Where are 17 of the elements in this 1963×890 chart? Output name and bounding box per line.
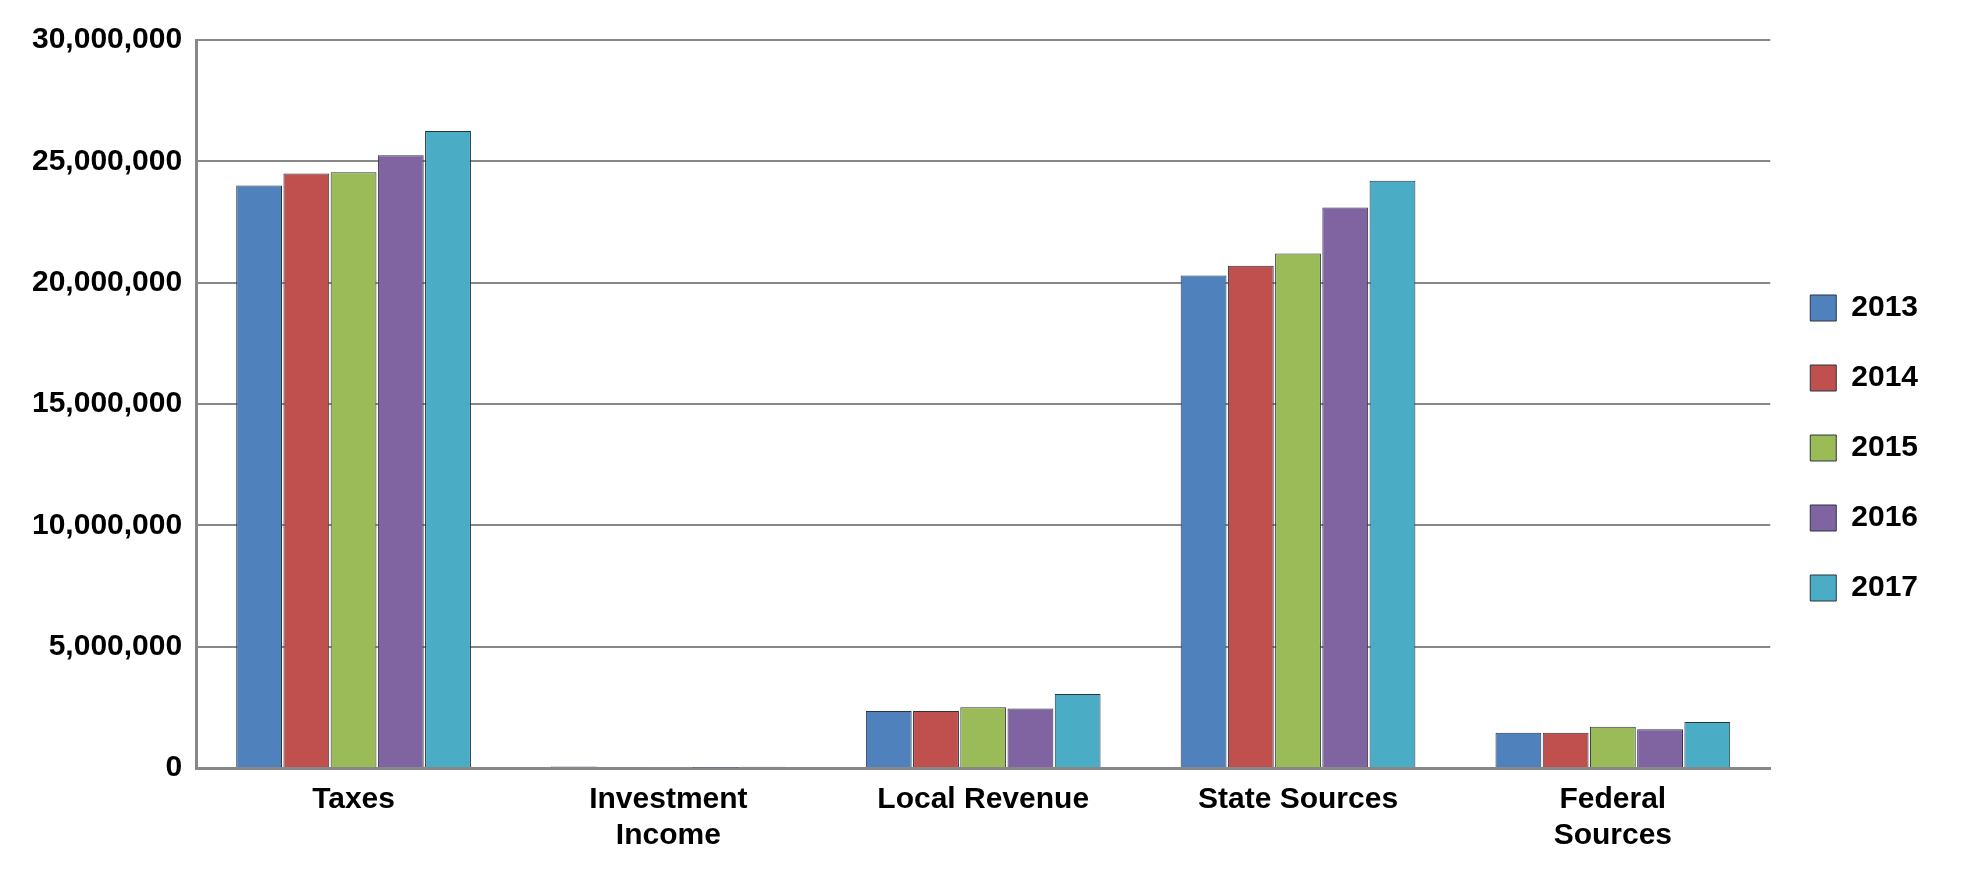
y-tick-label: 5,000,000 [48, 627, 183, 661]
y-tick-label: 10,000,000 [31, 506, 183, 540]
x-tick-label: Investment Income [589, 781, 748, 851]
legend-label: 2016 [1851, 499, 1919, 533]
x-tick-label: Federal Sources [1553, 781, 1673, 851]
y-tick-label: 30,000,000 [31, 21, 183, 55]
y-tick-label: 20,000,000 [31, 263, 183, 297]
x-tick-label: State Sources [1197, 781, 1399, 815]
legend-label: 2015 [1851, 429, 1919, 463]
x-tick-label: Taxes [312, 781, 395, 815]
y-tick-label: 25,000,000 [31, 142, 183, 176]
x-tick-label: Local Revenue [877, 781, 1090, 815]
legend-label: 2014 [1851, 359, 1919, 393]
y-tick-label: 15,000,000 [31, 385, 183, 419]
legend-label: 2017 [1851, 569, 1919, 603]
y-tick-label: 0 [165, 749, 183, 783]
legend-label: 2013 [1851, 289, 1919, 323]
